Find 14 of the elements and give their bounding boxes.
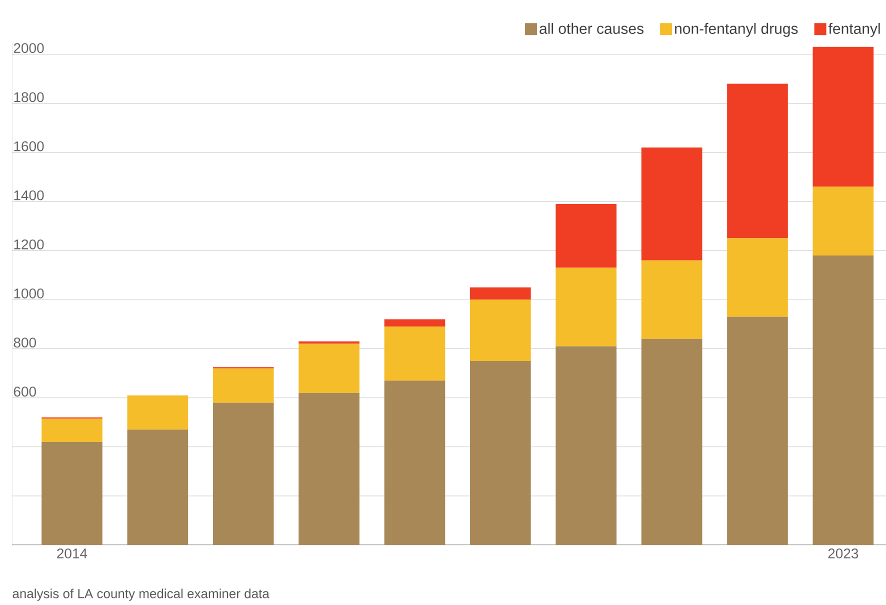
y-tick-label: 600 xyxy=(14,386,36,397)
legend-label: non-fentanyl drugs xyxy=(675,22,798,37)
y-tick-label: 800 xyxy=(14,338,36,348)
x-tick-label: 2023 xyxy=(828,548,858,558)
y-tick-label: 2000 xyxy=(14,43,44,54)
y-tick-label: 1600 xyxy=(14,141,44,152)
legend-label: all other causes xyxy=(540,22,644,34)
y-tick-label: 1800 xyxy=(14,92,44,102)
legend-label: fentanyl xyxy=(828,22,880,37)
x-tick-label: 2014 xyxy=(57,548,88,558)
y-tick-label: 1000 xyxy=(14,288,44,298)
y-tick-label: 1200 xyxy=(14,239,44,250)
text: analysis of LA county medical examiner data xyxy=(12,588,270,601)
y-tick-label: 1400 xyxy=(14,190,44,200)
